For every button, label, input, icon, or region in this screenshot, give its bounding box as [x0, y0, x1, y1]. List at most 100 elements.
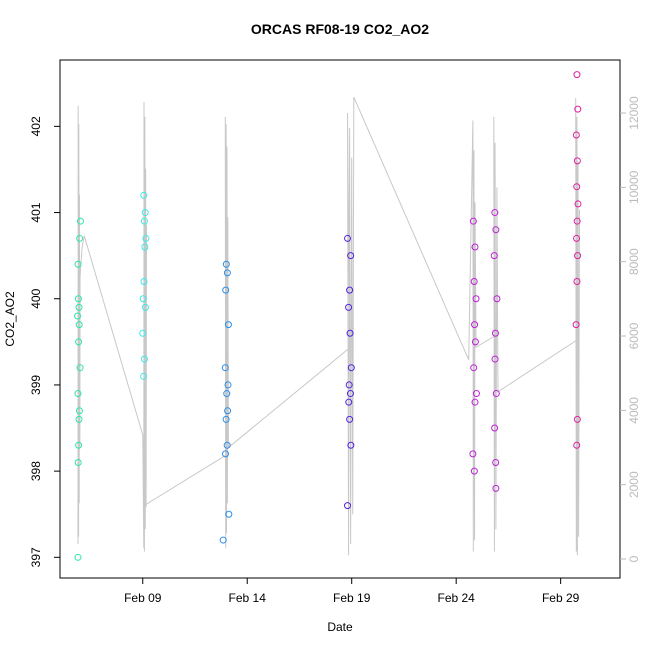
- point: [572, 321, 580, 329]
- point: [573, 441, 581, 449]
- point: [223, 390, 231, 398]
- y-tick-label: 402: [29, 116, 43, 136]
- point: [141, 243, 149, 251]
- point: [219, 536, 227, 544]
- point: [140, 191, 148, 199]
- point: [491, 355, 499, 363]
- y2-tick-label: 4000: [627, 397, 641, 424]
- point: [74, 260, 82, 268]
- point: [74, 390, 82, 398]
- point: [490, 252, 498, 260]
- point: [347, 364, 355, 372]
- point: [493, 295, 501, 303]
- plot-frame: [59, 59, 621, 579]
- y-tick-label: 399: [29, 375, 43, 395]
- point: [221, 364, 229, 372]
- point: [573, 157, 581, 165]
- point: [492, 459, 500, 467]
- point: [346, 390, 354, 398]
- point: [573, 217, 581, 225]
- point: [471, 398, 479, 406]
- point: [573, 183, 581, 191]
- y-tick-label: 397: [29, 547, 43, 567]
- point: [76, 364, 84, 372]
- point: [142, 234, 150, 242]
- point: [75, 441, 83, 449]
- point: [224, 407, 232, 415]
- point: [469, 450, 477, 458]
- point: [75, 321, 83, 329]
- point: [472, 390, 480, 398]
- point: [492, 484, 500, 492]
- point: [222, 260, 230, 268]
- point: [345, 381, 353, 389]
- point: [346, 415, 354, 423]
- point: [223, 441, 231, 449]
- point: [140, 217, 148, 225]
- point: [222, 286, 230, 294]
- point: [221, 450, 229, 458]
- point: [74, 553, 82, 561]
- point: [140, 355, 148, 363]
- point: [573, 234, 581, 242]
- point: [225, 510, 233, 518]
- point: [140, 372, 148, 380]
- point: [347, 441, 355, 449]
- y-tick-label: 398: [29, 461, 43, 481]
- point: [471, 321, 479, 329]
- point: [224, 321, 232, 329]
- point: [345, 303, 353, 311]
- point: [141, 303, 149, 311]
- point: [344, 502, 352, 510]
- point: [574, 105, 582, 113]
- point: [76, 234, 84, 242]
- point: [139, 295, 147, 303]
- point: [491, 329, 499, 337]
- altitude-line: [77, 96, 580, 556]
- y-tick-label: 401: [29, 202, 43, 222]
- chart-title: ORCAS RF08-19 CO2_AO2: [251, 21, 429, 37]
- point: [75, 303, 83, 311]
- point: [470, 467, 478, 475]
- point: [344, 234, 352, 242]
- point: [492, 390, 500, 398]
- point: [574, 200, 582, 208]
- point: [141, 209, 149, 217]
- point: [75, 415, 83, 423]
- point: [222, 415, 230, 423]
- point: [74, 295, 82, 303]
- y2-tick-label: 6000: [627, 322, 641, 349]
- point: [470, 278, 478, 286]
- y-tick-label: 400: [29, 288, 43, 308]
- point: [572, 131, 580, 139]
- x-tick-label: Feb 14: [229, 591, 267, 605]
- point: [347, 252, 355, 260]
- point: [573, 278, 581, 286]
- y2-tick-label: 2000: [627, 471, 641, 498]
- point: [75, 407, 83, 415]
- x-tick-label: Feb 09: [124, 591, 162, 605]
- x-axis-label: Date: [327, 620, 353, 634]
- point: [345, 398, 353, 406]
- point: [471, 338, 479, 346]
- point: [472, 295, 480, 303]
- point: [492, 226, 500, 234]
- point: [471, 243, 479, 251]
- point: [573, 415, 581, 423]
- point: [573, 71, 581, 79]
- x-tick-label: Feb 19: [333, 591, 371, 605]
- y2-tick-label: 8000: [627, 248, 641, 275]
- point: [469, 217, 477, 225]
- point: [491, 209, 499, 217]
- point: [74, 312, 82, 320]
- point: [224, 381, 232, 389]
- point: [75, 338, 83, 346]
- point: [74, 459, 82, 467]
- point: [470, 364, 478, 372]
- x-tick-label: Feb 29: [542, 591, 580, 605]
- point: [223, 269, 231, 277]
- x-tick-label: Feb 24: [437, 591, 475, 605]
- point: [346, 286, 354, 294]
- y2-tick-label: 10000: [627, 170, 641, 204]
